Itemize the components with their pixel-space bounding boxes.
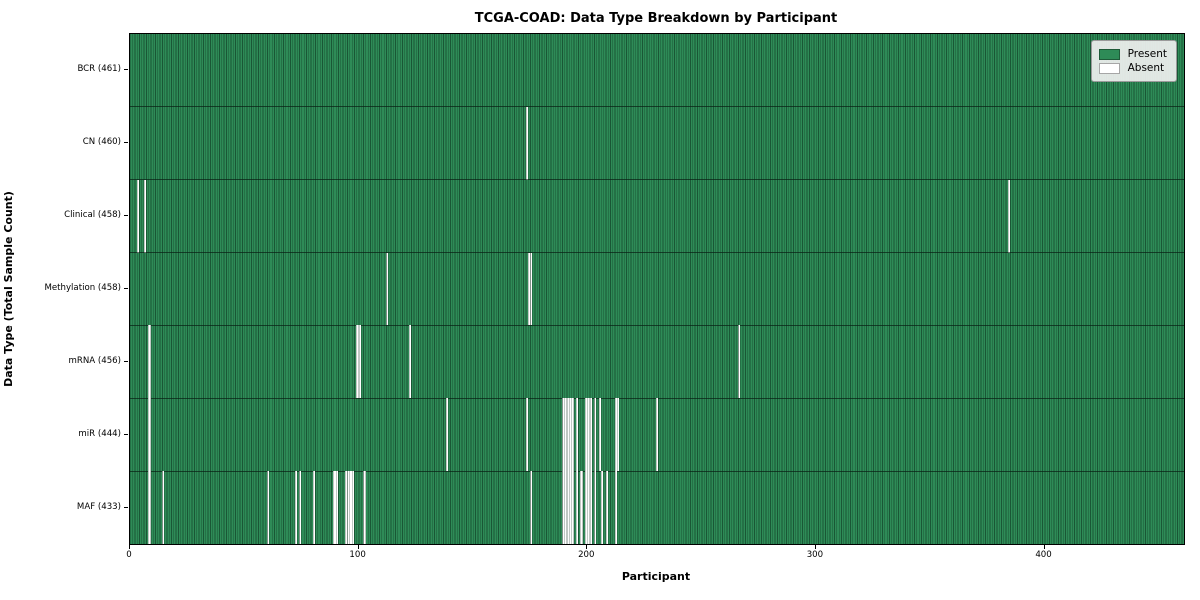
absent-stripe [299, 471, 302, 544]
absent-stripe [655, 398, 659, 472]
y-tick-label-mRNA: mRNA (456) [68, 355, 122, 366]
absent-stripe [136, 179, 140, 253]
y-axis-tick-labels: BCR (461) CN (460) Clinical (458) Methylati… [0, 0, 128, 600]
absent-stripe [594, 398, 597, 472]
y-tick-mark [124, 433, 128, 435]
legend-entry-present: Present [1098, 48, 1167, 60]
x-tick-label-100: 100 [349, 550, 366, 560]
y-tick-label-Methylation: Methylation (458) [44, 283, 121, 293]
x-tick-label-300: 300 [806, 550, 824, 560]
x-tick-label-200: 200 [578, 550, 595, 560]
y-tick-label-MAF: MAF (433) [76, 501, 121, 512]
absent-stripe [294, 471, 297, 544]
x-tick-mark [814, 545, 816, 549]
absent-stripe [335, 471, 339, 544]
absent-stripe [525, 398, 528, 472]
x-tick-label-0: 0 [126, 550, 132, 560]
absent-stripe [148, 471, 151, 544]
absent-stripe [594, 471, 597, 544]
legend: Present Absent [1090, 40, 1177, 82]
absent-stripe [162, 471, 165, 544]
legend-label-present: Present [1127, 48, 1167, 60]
y-tick-label-CN: CN (460) [82, 137, 121, 148]
y-tick-mark [124, 506, 128, 508]
absent-stripe [575, 471, 579, 544]
absent-stripe [408, 325, 412, 399]
chart-title: TCGA-COAD: Data Type Breakdown by Partic… [474, 11, 838, 26]
legend-entry-absent: Absent [1098, 62, 1167, 74]
y-tick-mark [124, 215, 128, 217]
heatmap-row-miR [130, 398, 1184, 472]
absent-stripe [571, 471, 574, 544]
y-axis-title: Data Type (Total Sample Count) [2, 191, 15, 387]
absent-stripe [616, 398, 620, 472]
plot-area: Present Absent [129, 33, 1185, 545]
y-tick-mark [124, 360, 128, 362]
absent-stripe [598, 398, 601, 472]
absent-stripe [614, 471, 617, 544]
y-tick-mark [124, 142, 128, 144]
heatmap-row-MAF [130, 471, 1184, 544]
absent-stripe [530, 471, 533, 544]
heatmap-row-mRNA [130, 325, 1184, 399]
x-axis-title: Participant [621, 570, 691, 583]
absent-stripe [600, 471, 604, 544]
absent-stripe [575, 398, 579, 472]
x-tick-mark [1043, 545, 1045, 549]
absent-stripe [738, 325, 741, 399]
absent-stripe [571, 398, 574, 472]
absent-stripe [312, 471, 316, 544]
heatmap-row-CN [130, 106, 1184, 181]
absent-stripe [1007, 179, 1011, 253]
heatmap-rows [130, 34, 1184, 544]
absent-stripe [267, 471, 270, 544]
heatmap-row-BCR [130, 34, 1184, 108]
absent-stripe [605, 471, 608, 544]
y-tick-mark [124, 288, 128, 289]
absent-stripe [363, 471, 366, 544]
absent-stripe [525, 106, 528, 180]
absent-stripe [580, 471, 583, 544]
x-tick-mark [586, 545, 588, 549]
absent-stripe [530, 252, 533, 326]
x-tick-mark [129, 545, 130, 549]
absent-stripe [143, 179, 146, 253]
y-tick-label-miR: miR (444) [78, 428, 121, 439]
absent-stripe [148, 325, 151, 399]
absent-stripe [589, 398, 592, 472]
absent-stripe [445, 398, 448, 472]
heatmap-row-Methylation [130, 252, 1184, 326]
absent-stripe [358, 325, 361, 399]
y-tick-label-BCR: BCR (461) [77, 64, 121, 75]
y-tick-mark [124, 69, 128, 71]
legend-label-absent: Absent [1127, 62, 1165, 74]
present-swatch [1098, 48, 1120, 60]
absent-stripe [386, 252, 389, 326]
x-tick-label-400: 400 [1035, 550, 1052, 560]
absent-stripe [351, 471, 355, 544]
y-tick-label-Clinical: Clinical (458) [64, 210, 121, 221]
absent-swatch [1098, 62, 1120, 74]
absent-stripe [589, 471, 592, 544]
x-tick-mark [357, 545, 359, 549]
heatmap-row-Clinical [130, 179, 1184, 254]
absent-stripe [148, 398, 151, 472]
